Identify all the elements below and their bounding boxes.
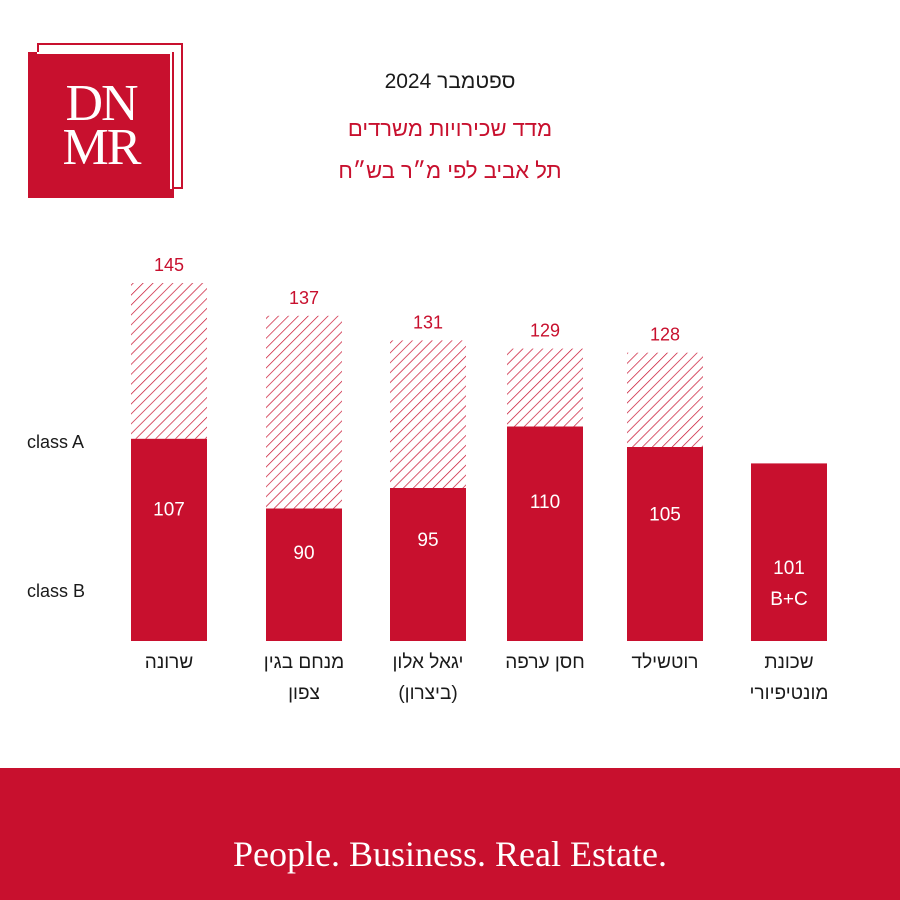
row-label-class-b: class B xyxy=(27,581,85,601)
bar-class-a xyxy=(507,348,583,427)
value-label-class-a: 131 xyxy=(413,312,443,332)
logo xyxy=(28,52,174,198)
value-label-class-b: 110 xyxy=(530,492,560,513)
bar-class-b xyxy=(390,488,466,641)
value-label-class-b: 95 xyxy=(417,530,438,551)
value-label-class-a: 129 xyxy=(530,321,560,341)
footer-band xyxy=(0,768,900,900)
chart-subtitle: תל אביב לפי מ״ר בש״ח xyxy=(338,158,562,183)
category-label: מונטיפיורי xyxy=(750,683,829,704)
bar-class-b xyxy=(751,463,827,641)
category-label: שרונה xyxy=(145,652,194,673)
category-label: מנחם בגין xyxy=(264,652,344,673)
bar-class-a xyxy=(266,315,342,509)
bar-chart: class A class B 145 107 שרונה 137 90 מנחם בגין צ… xyxy=(27,255,829,704)
value-label-class-b: 107 xyxy=(153,500,185,521)
category-label: צפון xyxy=(288,683,320,704)
chart-title: מדד שכירויות משרדים xyxy=(347,116,553,141)
logo-text: DN MR xyxy=(28,75,174,176)
category-label: שכונת xyxy=(764,652,813,673)
tagline: People. Business. Real Estate. xyxy=(233,834,667,874)
category-label: יגאל אלון xyxy=(393,652,464,673)
bar-class-a xyxy=(131,283,207,439)
category-label: חסן ערפה xyxy=(505,652,584,673)
bar-class-b xyxy=(627,447,703,641)
chart-date: ספטמבר 2024 xyxy=(384,70,516,93)
value-label-class-b: 90 xyxy=(293,543,314,564)
bar-class-b xyxy=(131,438,207,641)
logo-text-line: DN xyxy=(65,75,138,132)
logo-inner-line xyxy=(37,52,172,189)
bar-class-a xyxy=(627,352,703,447)
row-label-class-a: class A xyxy=(27,432,84,452)
bar-class-a xyxy=(390,340,466,488)
bar-class-b xyxy=(507,426,583,641)
value-label-class-b: 101 xyxy=(773,558,805,579)
value-label-class-b: 105 xyxy=(649,505,681,526)
value-label-extra: B+C xyxy=(770,589,808,610)
category-label: רוטשילד xyxy=(632,652,699,673)
value-label-class-a: 128 xyxy=(650,325,680,345)
value-label-class-a: 145 xyxy=(154,255,184,275)
logo-text-line: MR xyxy=(62,119,142,176)
category-label: (ביצרון) xyxy=(398,683,457,704)
bar-class-b xyxy=(266,508,342,641)
value-label-class-a: 137 xyxy=(289,288,319,308)
